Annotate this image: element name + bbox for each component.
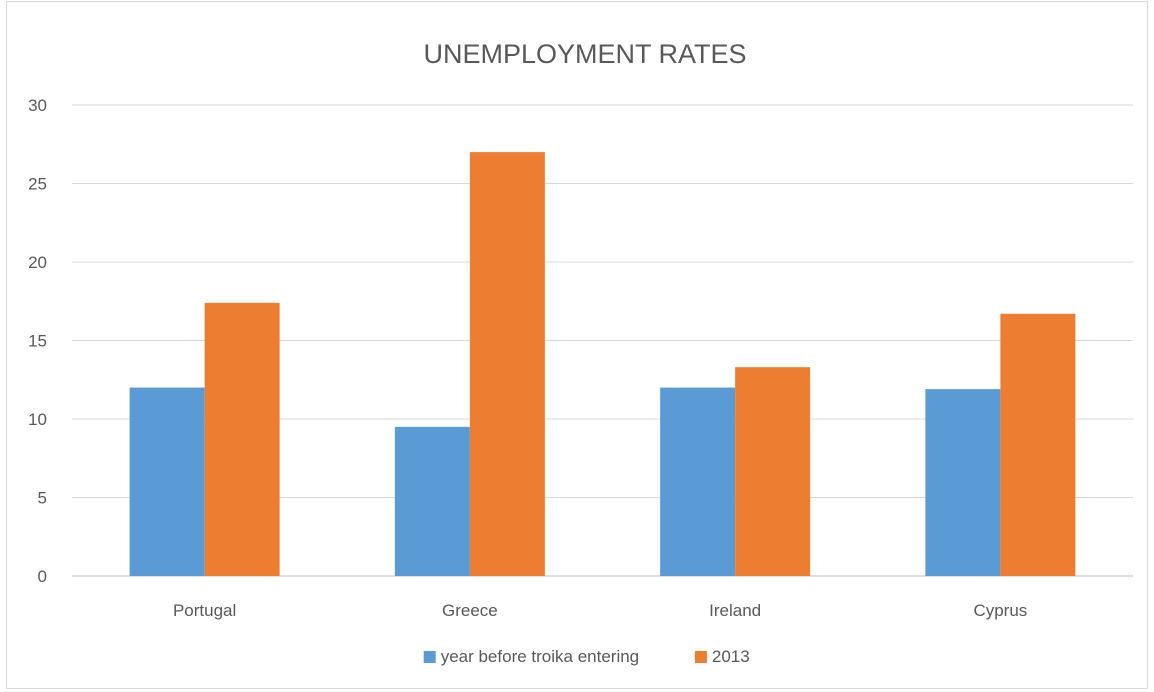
x-tick-label: Ireland [709,601,761,620]
legend-swatch [694,651,707,663]
x-tick-label: Portugal [173,601,236,620]
legend-swatch [423,651,436,663]
x-axis-category-labels: Portugal Greece Ireland Cyprus [173,601,1027,620]
bar-ireland-series-1 [660,387,736,576]
bar-cyprus-series-1 [925,389,1001,576]
y-tick-label: 15 [28,332,47,351]
legend-label: 2013 [712,647,750,666]
y-tick-label: 0 [38,567,47,586]
y-tick-label: 25 [28,175,47,194]
bar-greece-series-1 [394,426,470,576]
bar-cyprus-series-2 [1000,313,1076,576]
bar-ireland-series-2 [735,367,811,576]
y-tick-label: 20 [28,253,47,272]
y-tick-label: 10 [28,410,47,429]
bar-greece-series-2 [469,152,545,576]
y-tick-label: 30 [28,96,47,115]
y-axis-tick-labels: 0 5 10 15 20 25 30 [28,96,47,586]
chart-title: UNEMPLOYMENT RATES [423,39,746,69]
bar-portugal-series-2 [204,302,280,576]
bars [129,152,1076,576]
legend: year before troika entering 2013 [423,647,750,666]
y-tick-label: 5 [38,489,47,508]
legend-label: year before troika entering [441,647,639,666]
x-tick-label: Cyprus [973,601,1027,620]
x-tick-label: Greece [442,601,498,620]
bar-portugal-series-1 [129,387,205,576]
